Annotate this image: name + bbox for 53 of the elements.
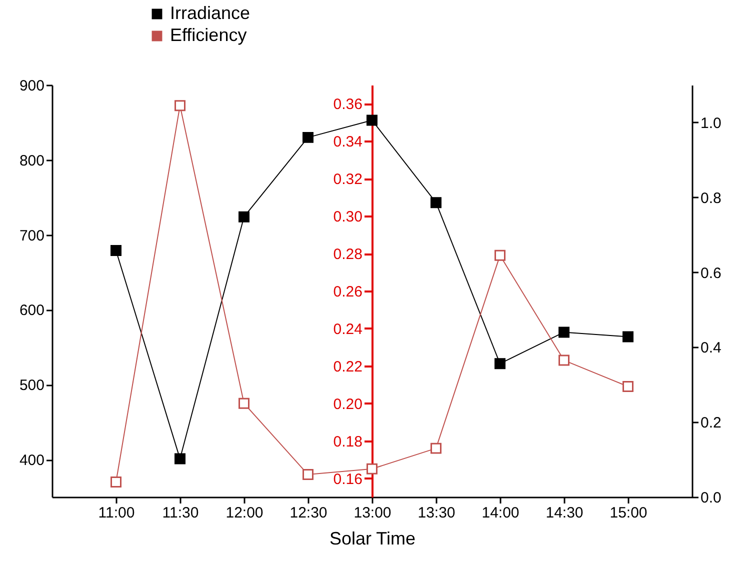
point [110, 245, 122, 256]
y2-tick-label: 0.18 [333, 433, 362, 450]
point [430, 442, 442, 454]
y2-tick-label: 0.36 [333, 96, 362, 114]
y3-tick-label: 0.6 [700, 264, 722, 282]
point [366, 114, 378, 126]
y2-tick-label: 0.28 [333, 246, 362, 264]
point [558, 326, 570, 338]
y-tick-label: 700 [19, 227, 44, 244]
y3-tick-label: 0.8 [700, 190, 722, 207]
y2-tick-label: 0.34 [333, 134, 362, 151]
y2-tick-label: 0.16 [333, 470, 362, 488]
x-tick-label: 13:30 [418, 504, 456, 522]
point [494, 250, 506, 261]
y2-tick-label: 0.24 [333, 320, 362, 338]
x-tick-label: 15:00 [610, 504, 648, 522]
y2-tick-label: 0.26 [333, 284, 362, 300]
point [174, 100, 186, 112]
point [110, 476, 122, 488]
y3-tick-label: 1.0 [700, 114, 722, 132]
point [622, 381, 634, 392]
y-tick-label: 800 [19, 152, 44, 170]
point [302, 132, 314, 143]
y2-tick-label: 0.32 [333, 171, 362, 188]
y2-tick-label: 0.20 [333, 396, 362, 413]
y-tick-label: 500 [19, 377, 44, 394]
point [622, 331, 634, 342]
x-axis-title: Solar Time [329, 528, 416, 548]
y3-tick-label: 0.2 [700, 414, 722, 432]
point [238, 398, 250, 409]
point [366, 463, 378, 474]
y2-tick-label: 0.22 [333, 358, 362, 376]
point [494, 358, 506, 370]
point [238, 211, 250, 222]
y3-tick-label: 0.4 [700, 340, 722, 357]
point [430, 197, 442, 208]
x-tick-label: 13:00 [354, 504, 392, 522]
point [174, 453, 186, 464]
x-tick-label: 14:00 [482, 504, 520, 522]
y-tick-label: 900 [19, 78, 44, 94]
x-tick-label: 11:00 [98, 504, 135, 522]
x-tick-label: 12:00 [226, 504, 264, 522]
x-tick-label: 11:30 [162, 504, 199, 522]
legend-label: Efficiency [170, 25, 247, 45]
legend-label: Irradiance [170, 3, 250, 23]
y3-tick-label: 0.0 [700, 490, 722, 506]
x-tick-label: 12:30 [290, 504, 328, 522]
y-tick-label: 400 [19, 452, 44, 470]
point [302, 469, 314, 480]
y2-tick-label: 0.30 [333, 208, 362, 226]
x-tick-label: 14:30 [546, 504, 584, 522]
y-tick-label: 600 [19, 302, 44, 320]
point [558, 354, 570, 366]
